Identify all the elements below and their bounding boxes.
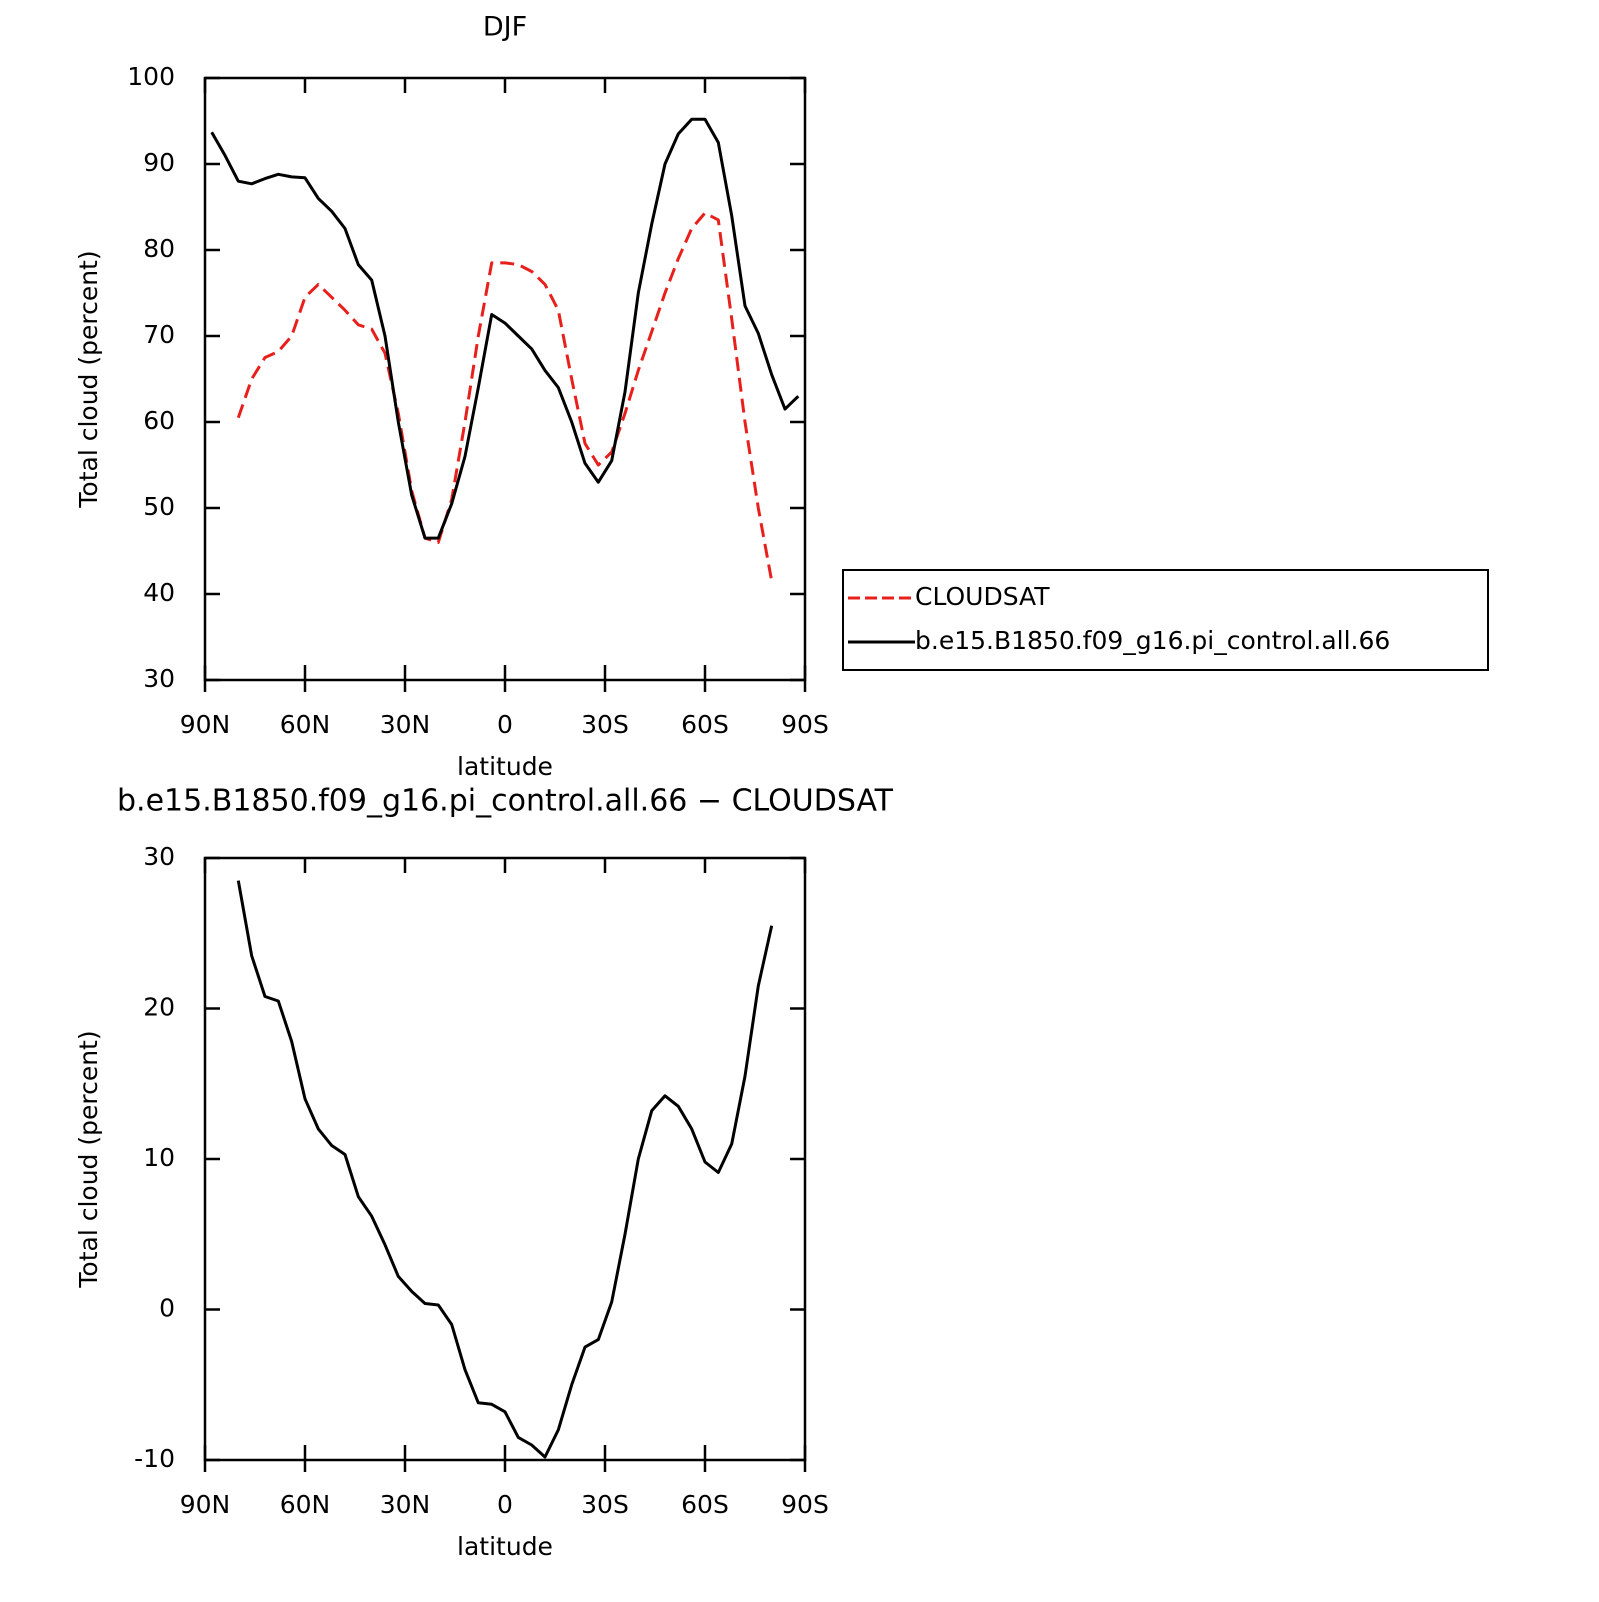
x-tick-label: 60N — [280, 1490, 331, 1519]
data-line — [236, 211, 774, 582]
y-tick-label: -10 — [134, 1444, 175, 1473]
y-tick-label: 70 — [143, 320, 175, 349]
x-tick-label: 30S — [581, 1490, 629, 1519]
x-axis-label: latitude — [457, 1532, 553, 1561]
x-tick-label: 60S — [681, 710, 729, 739]
x-tick-label: 90N — [180, 1490, 231, 1519]
y-tick-label: 0 — [159, 1294, 175, 1323]
y-axis-label: Total cloud (percent) — [74, 250, 103, 508]
legend-label: CLOUDSAT — [915, 582, 1050, 611]
x-tick-label: 90S — [781, 1490, 829, 1519]
x-tick-label: 30S — [581, 710, 629, 739]
y-tick-label: 100 — [127, 62, 175, 91]
data-line — [236, 880, 774, 1459]
plot-frame — [203, 76, 807, 682]
legend-label: b.e15.B1850.f09_g16.pi_control.all.66 — [915, 626, 1390, 655]
y-tick-label: 80 — [143, 234, 175, 263]
x-axis-label: latitude — [457, 752, 553, 781]
x-tick-label: 60N — [280, 710, 331, 739]
chart-title: DJF — [483, 12, 527, 43]
chart-title: b.e15.B1850.f09_g16.pi_control.all.66 − … — [117, 784, 894, 819]
y-tick-label: 40 — [143, 578, 175, 607]
y-tick-label: 90 — [143, 148, 175, 177]
legend-box — [842, 569, 1489, 671]
y-tick-label: 60 — [143, 406, 175, 435]
x-tick-label: 30N — [380, 1490, 431, 1519]
x-tick-label: 90S — [781, 710, 829, 739]
y-tick-label: 30 — [143, 664, 175, 693]
x-tick-label: 60S — [681, 1490, 729, 1519]
x-tick-label: 0 — [497, 710, 513, 739]
y-tick-label: 10 — [143, 1143, 175, 1172]
plot-frame — [203, 856, 807, 1462]
x-tick-label: 90N — [180, 710, 231, 739]
y-tick-label: 20 — [143, 993, 175, 1022]
data-line — [210, 117, 800, 540]
x-tick-label: 0 — [497, 1490, 513, 1519]
y-tick-label: 30 — [143, 842, 175, 871]
x-tick-label: 30N — [380, 710, 431, 739]
y-axis-label: Total cloud (percent) — [74, 1030, 103, 1288]
y-tick-label: 50 — [143, 492, 175, 521]
